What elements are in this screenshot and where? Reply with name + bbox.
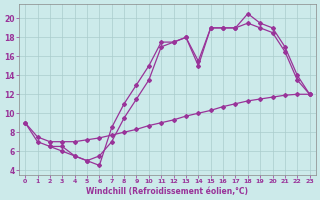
X-axis label: Windchill (Refroidissement éolien,°C): Windchill (Refroidissement éolien,°C) [86, 187, 248, 196]
